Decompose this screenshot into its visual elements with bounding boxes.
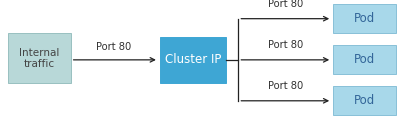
FancyBboxPatch shape <box>333 45 396 74</box>
Text: Pod: Pod <box>354 94 375 107</box>
Text: Port 80: Port 80 <box>267 81 303 91</box>
FancyBboxPatch shape <box>333 86 396 115</box>
Text: Pod: Pod <box>354 12 375 25</box>
Text: Internal
traffic: Internal traffic <box>19 47 59 69</box>
FancyBboxPatch shape <box>333 4 396 33</box>
Text: Cluster IP: Cluster IP <box>165 53 221 66</box>
Text: Port 80: Port 80 <box>267 0 303 9</box>
FancyBboxPatch shape <box>160 37 226 83</box>
Text: Port 80: Port 80 <box>96 42 132 52</box>
Text: Port 80: Port 80 <box>267 40 303 50</box>
Text: Pod: Pod <box>354 53 375 66</box>
FancyBboxPatch shape <box>8 33 71 83</box>
